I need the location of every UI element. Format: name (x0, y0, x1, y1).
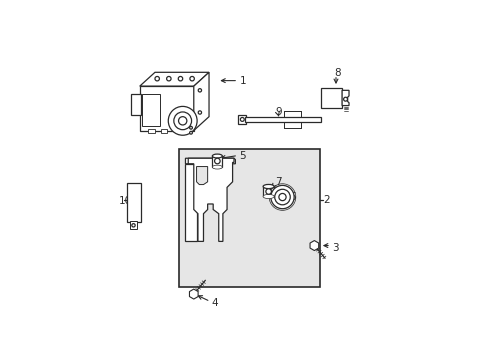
Circle shape (168, 107, 197, 135)
Polygon shape (342, 90, 348, 105)
Polygon shape (238, 115, 246, 123)
Circle shape (155, 76, 159, 81)
Text: 3: 3 (331, 243, 338, 253)
Bar (212, 156, 222, 167)
Bar (142, 94, 160, 126)
Circle shape (189, 131, 192, 134)
Polygon shape (185, 158, 235, 164)
Polygon shape (189, 289, 198, 299)
Text: 4: 4 (211, 298, 218, 308)
Bar (321, 87, 342, 108)
Polygon shape (131, 94, 141, 115)
Circle shape (132, 224, 135, 227)
Circle shape (189, 126, 192, 129)
Bar (127, 183, 141, 222)
Ellipse shape (263, 184, 274, 189)
Text: 9: 9 (275, 107, 282, 117)
Text: 10: 10 (119, 196, 132, 206)
Circle shape (265, 189, 271, 194)
Circle shape (178, 117, 186, 125)
Polygon shape (185, 164, 196, 242)
Circle shape (198, 111, 201, 114)
Bar (130, 221, 137, 229)
Polygon shape (140, 86, 193, 131)
Text: 6: 6 (289, 192, 296, 202)
Circle shape (214, 158, 220, 164)
Polygon shape (140, 72, 208, 86)
Polygon shape (188, 158, 233, 242)
Polygon shape (309, 240, 318, 251)
Circle shape (270, 185, 293, 209)
Circle shape (240, 117, 244, 121)
Text: 7: 7 (275, 177, 282, 187)
Bar (263, 186, 274, 197)
Ellipse shape (212, 154, 222, 158)
Bar (148, 129, 155, 133)
Text: 5: 5 (239, 151, 245, 161)
Circle shape (343, 97, 347, 101)
Ellipse shape (212, 165, 222, 169)
Circle shape (274, 189, 290, 205)
Polygon shape (196, 167, 207, 185)
Polygon shape (244, 117, 321, 122)
Circle shape (198, 89, 201, 92)
Circle shape (166, 76, 171, 81)
Text: 2: 2 (323, 195, 329, 205)
Circle shape (278, 193, 285, 201)
Circle shape (173, 112, 191, 130)
Text: 8: 8 (333, 68, 340, 78)
Circle shape (189, 76, 194, 81)
Circle shape (178, 76, 183, 81)
Bar (178, 149, 319, 287)
Bar (160, 129, 167, 133)
Polygon shape (193, 72, 208, 131)
Text: 1: 1 (239, 76, 245, 86)
Ellipse shape (263, 194, 274, 199)
